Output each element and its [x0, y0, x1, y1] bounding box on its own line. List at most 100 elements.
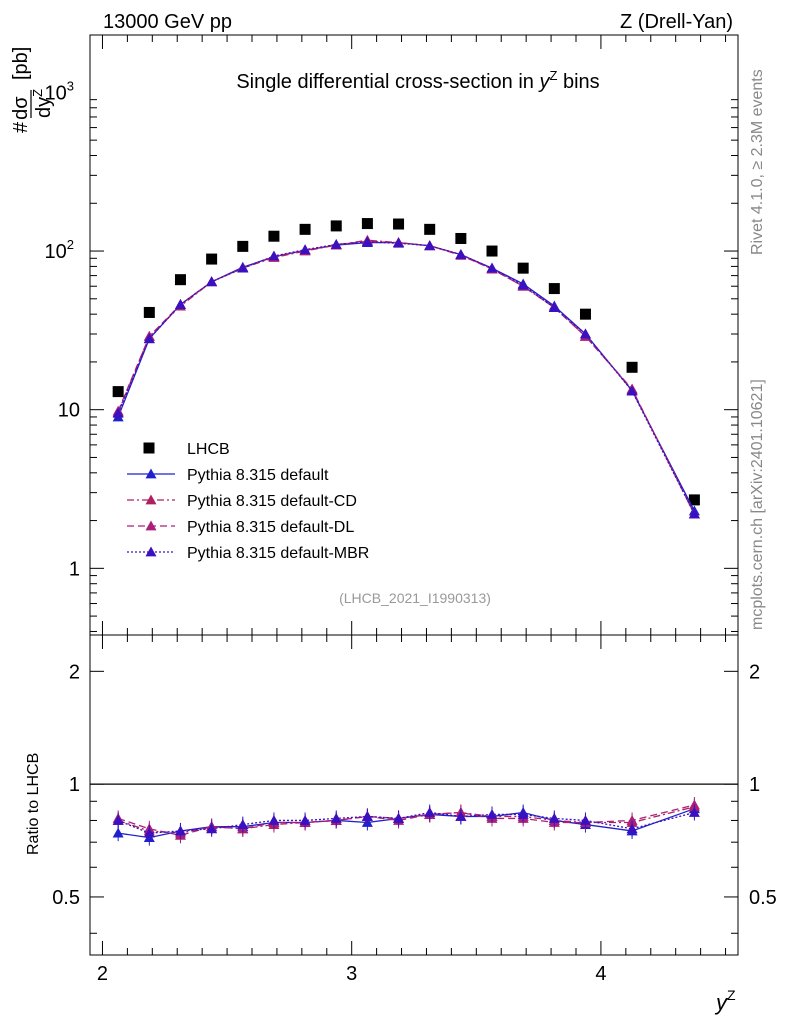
- ratio-y-tick-label: 2: [69, 661, 80, 683]
- plot-title-main: Single differential cross-section in: [236, 71, 539, 93]
- series-ratio-marker: [268, 814, 280, 825]
- legend-entry: LHCB: [143, 441, 230, 458]
- legend-label: Pythia 8.315 default-CD: [187, 493, 357, 510]
- legend-entry: Pythia 8.315 default: [127, 467, 329, 484]
- series-marker: [579, 328, 591, 339]
- series-ratio-marker: [455, 810, 467, 821]
- data-point-square: [579, 308, 591, 320]
- series-ratio-marker: [393, 812, 405, 823]
- series-ratio-marker: [486, 808, 498, 819]
- data-point-square: [548, 283, 560, 295]
- ratio-y-tick-label: 1: [69, 774, 80, 796]
- series-marker: [206, 276, 218, 287]
- axis-ticks: 2 3 4 1 10 102 103 0.5 0.5 1 1 2 2: [45, 35, 777, 985]
- data-point-square: [361, 218, 373, 230]
- ratio-ylabel: Ratio to LHCB: [25, 753, 42, 855]
- series-marker: [237, 262, 249, 273]
- rivet-version-label: Rivet 4.1.0, ≥ 2.3M events: [749, 69, 766, 255]
- series-marker: [112, 407, 124, 418]
- ratio-y-tick-label-right: 1: [749, 774, 760, 796]
- main-ylabel-hash: #: [10, 121, 32, 133]
- energy-label: 13000 GeV pp: [103, 11, 232, 33]
- series-marker: [143, 333, 155, 344]
- series-lhcb: [112, 218, 700, 506]
- main-ylabel-num: dσ: [10, 96, 32, 120]
- series-ratio-marker: [517, 808, 529, 819]
- series-ratio-marker: [688, 807, 700, 817]
- legend-label: Pythia 8.315 default-MBR: [187, 545, 369, 562]
- main-y-tick-label: 103: [45, 78, 74, 104]
- series-marker: [548, 302, 560, 313]
- series-marker: [517, 279, 529, 290]
- series-ratio-marker: [299, 814, 311, 825]
- series-marker: [424, 240, 436, 251]
- x-tick-label: 2: [97, 963, 108, 985]
- data-point-square: [206, 253, 218, 265]
- series-marker: [299, 244, 311, 255]
- legend-label: Pythia 8.315 default: [187, 467, 329, 484]
- x-tick-label: 4: [595, 963, 606, 985]
- legend-entry: Pythia 8.315 default-DL: [127, 519, 354, 536]
- series-marker: [361, 236, 373, 247]
- legend-entry: Pythia 8.315 default-MBR: [127, 545, 369, 562]
- process-label: Z (Drell-Yan): [620, 11, 733, 33]
- legend-label: LHCB: [187, 441, 230, 458]
- series-ratio-marker: [112, 814, 124, 825]
- data-point-square: [143, 306, 155, 318]
- series-ratio-marker: [626, 814, 638, 825]
- series-ratio-marker: [361, 810, 373, 821]
- ratio-plot-frame: [89, 634, 739, 956]
- legend-swatch-marker: [145, 546, 157, 557]
- data-point-square: [517, 262, 529, 274]
- series-ratio-marker: [548, 812, 560, 823]
- data-point-square: [486, 245, 498, 257]
- series-ratio-line: [117, 811, 695, 834]
- series-marker: [330, 238, 342, 249]
- series-ratio-marker: [143, 827, 155, 838]
- data-point-square: [299, 223, 311, 235]
- series-ratio-marker: [626, 823, 638, 834]
- main-ylabel-unit: [pb]: [10, 47, 32, 80]
- x-axis-label-sup: Z: [727, 987, 736, 1003]
- series-marker: [268, 250, 280, 261]
- series-marker: [174, 299, 186, 309]
- ratio-y-tick-label: 0.5: [52, 887, 80, 909]
- legend-label: Pythia 8.315 default-DL: [187, 519, 354, 536]
- plot-title-tail: bins: [557, 71, 599, 93]
- legend-swatch-marker: [145, 468, 157, 479]
- plot-title-var: y: [537, 71, 550, 93]
- legend-entry: Pythia 8.315 default-CD: [127, 493, 357, 510]
- data-point-square: [268, 230, 280, 242]
- series-marker: [455, 249, 467, 259]
- main-ylabel-den-text: dy: [33, 97, 55, 118]
- series-line: [117, 240, 695, 515]
- ratio-y-tick-label-right: 2: [749, 661, 760, 683]
- data-point-square: [174, 274, 186, 286]
- analysis-id: (LHCB_2021_I1990313): [339, 590, 491, 606]
- data-point-square: [455, 232, 467, 244]
- main-y-tick-label: 102: [45, 237, 74, 263]
- series-ratio-marker: [424, 807, 436, 817]
- series-pythia-8-315-default: [112, 237, 700, 846]
- mcplots-label: mcplots.cern.ch [arXiv:2401.10621]: [749, 379, 766, 630]
- ratio-y-tick-label-right: 0.5: [749, 887, 777, 909]
- series-ratio-marker: [237, 819, 249, 829]
- series-marker: [626, 385, 638, 396]
- series-ratio-line: [118, 808, 695, 839]
- series-ratio-marker: [688, 799, 700, 810]
- data-point-square: [330, 220, 342, 232]
- legend-swatch-marker: [145, 494, 157, 505]
- plot-title-sup: Z: [549, 68, 557, 83]
- legend-swatch-marker: [145, 520, 157, 531]
- series-ratio-line: [117, 804, 695, 837]
- data-point-square: [626, 361, 638, 373]
- series-pythia-8-315-default-mbr: [112, 236, 700, 842]
- legend-swatch-square: [143, 442, 155, 454]
- main-ylabel: #dσ: [10, 96, 32, 133]
- series-marker: [688, 508, 700, 519]
- main-y-tick-label: 10: [58, 400, 80, 422]
- legend: LHCB Pythia 8.315 default Pythia 8.315 def…: [127, 441, 369, 562]
- data-point-square: [393, 218, 405, 230]
- data-point-square: [112, 386, 124, 398]
